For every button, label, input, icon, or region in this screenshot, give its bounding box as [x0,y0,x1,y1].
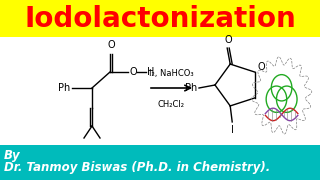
Text: O: O [107,40,115,50]
Text: H: H [147,67,154,77]
Text: O: O [130,67,138,77]
Text: Ph: Ph [58,83,70,93]
Text: By: By [4,148,20,161]
Text: O: O [258,62,265,72]
Text: Ph: Ph [185,83,197,93]
Text: Iodolactonization: Iodolactonization [24,5,296,33]
Text: I: I [231,125,234,135]
Bar [0,145,320,180]
Text: CH₂Cl₂: CH₂Cl₂ [157,100,185,109]
Text: I₂, NaHCO₃: I₂, NaHCO₃ [149,69,193,78]
Bar [0,0,320,37]
Text: Dr. Tanmoy Biswas (Ph.D. in Chemistry).: Dr. Tanmoy Biswas (Ph.D. in Chemistry). [4,161,270,174]
Text: O: O [225,35,233,45]
